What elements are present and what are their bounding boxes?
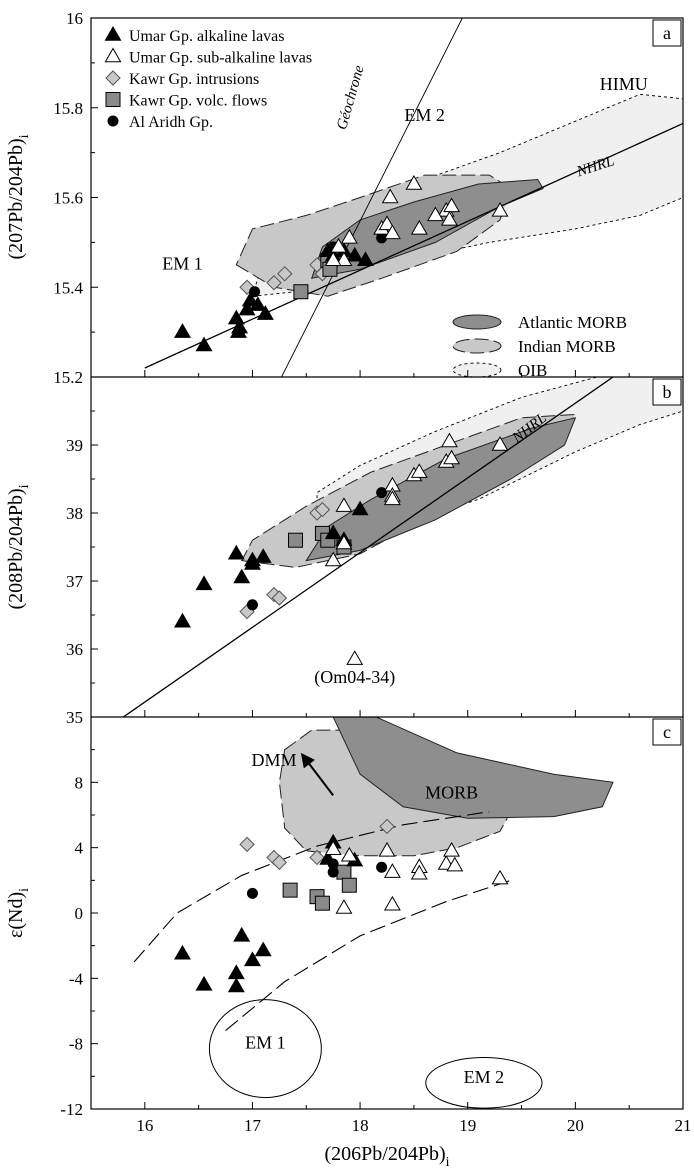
panel-a-ytick-label: 16 [66,9,83,28]
x-axis-label: (206Pb/204Pb)i [324,1143,449,1170]
field-legend-swatch-indian [453,339,501,353]
svg-text:a: a [663,23,671,43]
panel-c-annotation: EM 2 [464,1067,505,1087]
field-legend: Atlantic MORB Indian MORB OIB [453,313,627,380]
panel-a-annotation: EM 1 [162,253,203,273]
panel-c-point-circle [328,867,339,878]
legend-symbol-square [106,93,120,107]
panel-label-a: a [653,20,681,46]
legend-label: Kawr Gp. intrusions [129,71,259,88]
panel-b-ytick-label: 38 [66,504,83,523]
panel-b-ytick-label: 35 [66,708,83,727]
panel-c-point-tri-filled [229,965,244,978]
panel-c-point-square [342,878,356,892]
panel-c-point-square [337,865,351,879]
field-legend-entry: Indian MORB [453,337,616,356]
legend-label: Umar Gp. alkaline lavas [129,28,285,45]
panel-c-point-tri-filled [175,946,190,959]
panel-label-b: b [653,379,681,405]
panel-c-xtick-label: 16 [136,1116,153,1135]
panel-b-point-tri-filled [196,576,211,589]
legend-symbol-tri-filled [105,27,120,40]
field-legend-swatch-oib [453,363,501,377]
panel-c-point-tri-filled [234,928,249,941]
panel-c-point-square [283,883,297,897]
panel-a-fields [236,94,683,296]
panel-c-xtick-label: 21 [675,1116,692,1135]
panel-c-annotation: MORB [425,783,478,803]
legend-symbol-diamond [106,71,120,85]
legend-label: Al Aridh Gp. [129,114,213,131]
panel-b-ytick-label: 37 [66,572,84,591]
panel-c-ytick-label: 8 [75,773,84,792]
panel-c-point-tri-filled [256,943,271,956]
panel-a-point-tri-filled [175,324,190,337]
panel-c-annotation: DMM [251,750,296,770]
legend-entry: Kawr Gp. volc. flows [106,93,267,110]
field-legend-entry: Atlantic MORB [453,313,627,332]
panel-c-point-tri-open [385,897,400,910]
panel-c-point-tri-filled [196,977,211,990]
panel-b-point-tri-filled [234,570,249,583]
panel-c-ytick-label: -12 [60,1100,83,1119]
panel-a: EM 1EM 2HIMUGéochroneNHRL Umar Gp. alkal… [5,9,683,387]
legend-entry: Al Aridh Gp. [108,114,214,131]
panel-b-point-tri-filled [229,546,244,559]
panel-b-point-circle [376,487,387,498]
panel-b-point-tri-filled [175,614,190,627]
panel-b-point-circle [247,599,258,610]
legend-label: Kawr Gp. volc. flows [129,93,267,110]
panel-c-point-tri-open [385,864,400,877]
panel-c-xtick-label: 20 [567,1116,584,1135]
panel-b-point-tri-open [347,651,362,664]
panel-c-point-circle [376,862,387,873]
panel-c-point-circle [247,888,258,899]
legend-entry: Umar Gp. alkaline lavas [105,27,284,45]
panel-a-ytick-label: 15.4 [53,278,83,297]
field-legend-label: Indian MORB [518,337,616,356]
panel-c-point-square [315,896,329,910]
panel-c-annotation: EM 1 [245,1033,286,1053]
panel-b: (Om04-34)NHRL 3536373839 (208Pb/204Pb)i [5,377,683,727]
legend-label: Umar Gp. sub-alkaline lavas [129,50,312,67]
panel-a-annotation: EM 2 [404,105,445,125]
legend-symbol-circle [108,116,119,127]
legend-symbol-tri-open [105,49,120,62]
panel-a-ylabel: (207Pb/204Pb)i [5,134,32,259]
panel-c-xtick-label: 18 [352,1116,369,1135]
panel-a-point-square [294,285,308,299]
panel-c-xtick-label: 17 [244,1116,262,1135]
panel-label-c: c [653,719,681,745]
panel-c-ytick-label: -4 [69,969,84,988]
symbol-legend: Umar Gp. alkaline lavas Umar Gp. sub-alka… [105,27,312,131]
svg-text:b: b [663,382,672,402]
panel-a-annotation: HIMU [600,74,648,94]
field-legend-swatch-atlantic [453,315,501,329]
panel-a-annotation: Géochrone [334,63,368,131]
panel-b-point-square [289,533,303,547]
panel-c-xtick-label: 19 [459,1116,476,1135]
panel-a-ytick-label: 15.2 [53,368,83,387]
panel-c-ytick-label: -8 [69,1035,83,1054]
svg-text:c: c [663,722,671,742]
legend-entry: Umar Gp. sub-alkaline lavas [105,49,312,67]
field-legend-label: Atlantic MORB [518,313,627,332]
panel-c-point-diamond [240,837,254,851]
panel-b-ytick-label: 39 [66,436,83,455]
panel-c-point-tri-filled [229,979,244,992]
panel-c: DMM MORB EM 1 EM 2 -12 -8 -4 0 4 8 16 17 18 19 20 21 ε… [5,717,692,1170]
panel-c-ytick-label: 0 [75,904,84,923]
panel-c-ylabel: ε(Nd)i [5,888,32,938]
panel-a-ytick-label: 15.6 [53,189,83,208]
panel-b-annotation: (Om04-34) [314,667,395,688]
panel-a-ytick-label: 15.8 [53,99,83,118]
panel-b-ylabel: (208Pb/204Pb)i [5,484,32,609]
panel-c-point-tri-open [492,871,507,884]
panel-c-ytick-label: 4 [75,839,84,858]
legend-entry: Kawr Gp. intrusions [106,71,259,88]
panel-c-point-tri-open [336,900,351,913]
panel-b-fields [242,377,683,567]
panel-b-ytick-label: 36 [66,640,83,659]
